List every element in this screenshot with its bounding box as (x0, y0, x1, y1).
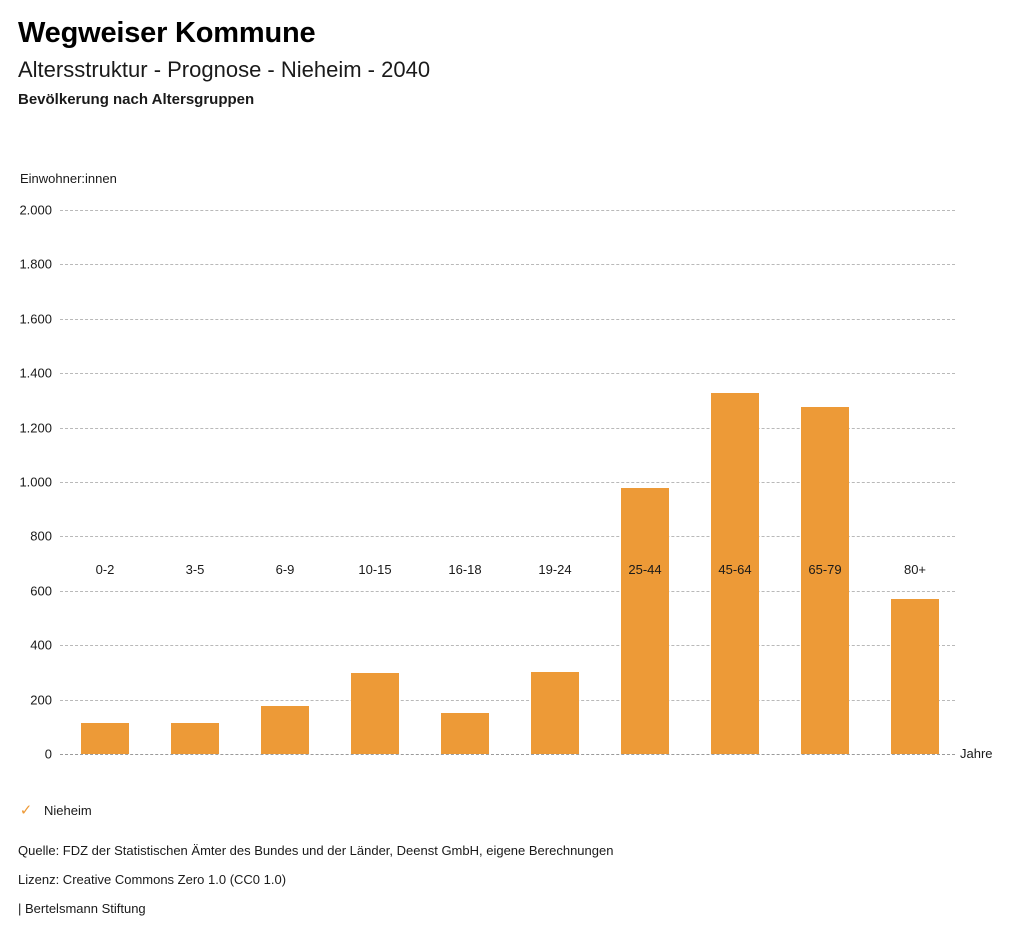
gridline (60, 536, 955, 538)
bar-slot (150, 210, 240, 754)
bar-slot (240, 210, 330, 754)
bar[interactable] (441, 712, 489, 754)
bar-chart: Einwohner:innen 0 200 400 600 800 1.000 1.200 1… (19, 171, 993, 762)
bar[interactable] (261, 705, 309, 754)
y-axis-tick-label: 800 (30, 528, 52, 544)
bar-slot (780, 210, 870, 754)
x-axis-tick-label: 0-2 (95, 562, 115, 577)
gridline (60, 754, 955, 755)
bar-series (60, 210, 955, 754)
bar[interactable] (621, 487, 669, 754)
source-line: Quelle: FDZ der Statistischen Ämter des … (18, 843, 614, 858)
plot-area (60, 210, 955, 755)
y-axis-tick-label: 400 (30, 637, 52, 653)
bar[interactable] (531, 672, 579, 754)
y-axis-tick-label: 600 (30, 583, 52, 599)
y-axis-tick-label: 1.000 (19, 474, 52, 490)
bar-slot (600, 210, 690, 754)
x-axis-tick-label: 45-64 (718, 562, 752, 577)
gridline (60, 373, 955, 375)
gridline (60, 318, 955, 320)
bar-slot (330, 210, 420, 754)
x-axis-tick-label: 25-44 (628, 562, 662, 577)
x-axis-tick-label: 65-79 (808, 562, 842, 577)
gridline (60, 482, 955, 483)
y-axis-tick-label: 1.800 (19, 256, 52, 272)
bar[interactable] (171, 723, 219, 754)
y-axis-tick-label: 1.400 (19, 365, 52, 381)
x-axis-title: Jahre (960, 746, 993, 761)
y-axis-tick-label: 2.000 (19, 202, 52, 218)
bar[interactable] (891, 598, 939, 754)
y-axis-title: Einwohner:innen (20, 171, 117, 186)
x-axis-tick-label: 80+ (903, 562, 927, 577)
bar-slot (420, 210, 510, 754)
chart-legend[interactable]: ✓ Nieheim (18, 803, 92, 818)
legend-item-label: Nieheim (44, 803, 92, 818)
publisher-line: | Bertelsmann Stiftung (18, 901, 146, 916)
chart-caption: Bevölkerung nach Altersgruppen (18, 91, 255, 109)
x-axis-tick-label: 10-15 (358, 562, 392, 577)
chart-header: Wegweiser Kommune Altersstruktur - Progn… (0, 0, 1024, 109)
gridline (60, 427, 955, 429)
bar-slot (60, 210, 150, 754)
bar[interactable] (711, 393, 759, 754)
y-axis-tick-label: 1.200 (19, 420, 52, 436)
bar[interactable] (801, 407, 849, 754)
x-axis-tick-label: 3-5 (185, 562, 205, 577)
bar-slot (690, 210, 780, 754)
gridline (60, 645, 955, 647)
bar-slot (870, 210, 960, 754)
chart-footer: Quelle: FDZ der Statistischen Ämter des … (18, 843, 613, 916)
license-line: Lizenz: Creative Commons Zero 1.0 (CC0 1… (18, 872, 287, 887)
x-axis-tick-label: 19-24 (538, 562, 572, 577)
chart-subtitle: Altersstruktur - Prognose - Nieheim - 20… (18, 56, 431, 82)
bar[interactable] (81, 723, 129, 754)
y-axis-tick-label: 0 (44, 746, 52, 762)
gridline (60, 264, 955, 266)
page-title: Wegweiser Kommune (18, 17, 316, 49)
gridline (60, 210, 955, 211)
x-axis-tick-label: 16-18 (448, 562, 482, 577)
gridline (60, 699, 955, 701)
gridline (60, 590, 955, 592)
check-icon: ✓ (19, 802, 33, 819)
y-axis-tick-label: 1.600 (19, 311, 52, 327)
bar[interactable] (351, 672, 399, 754)
x-axis-tick-label: 6-9 (275, 562, 295, 577)
y-axis-tick-label: 200 (30, 692, 52, 708)
bar-slot (510, 210, 600, 754)
